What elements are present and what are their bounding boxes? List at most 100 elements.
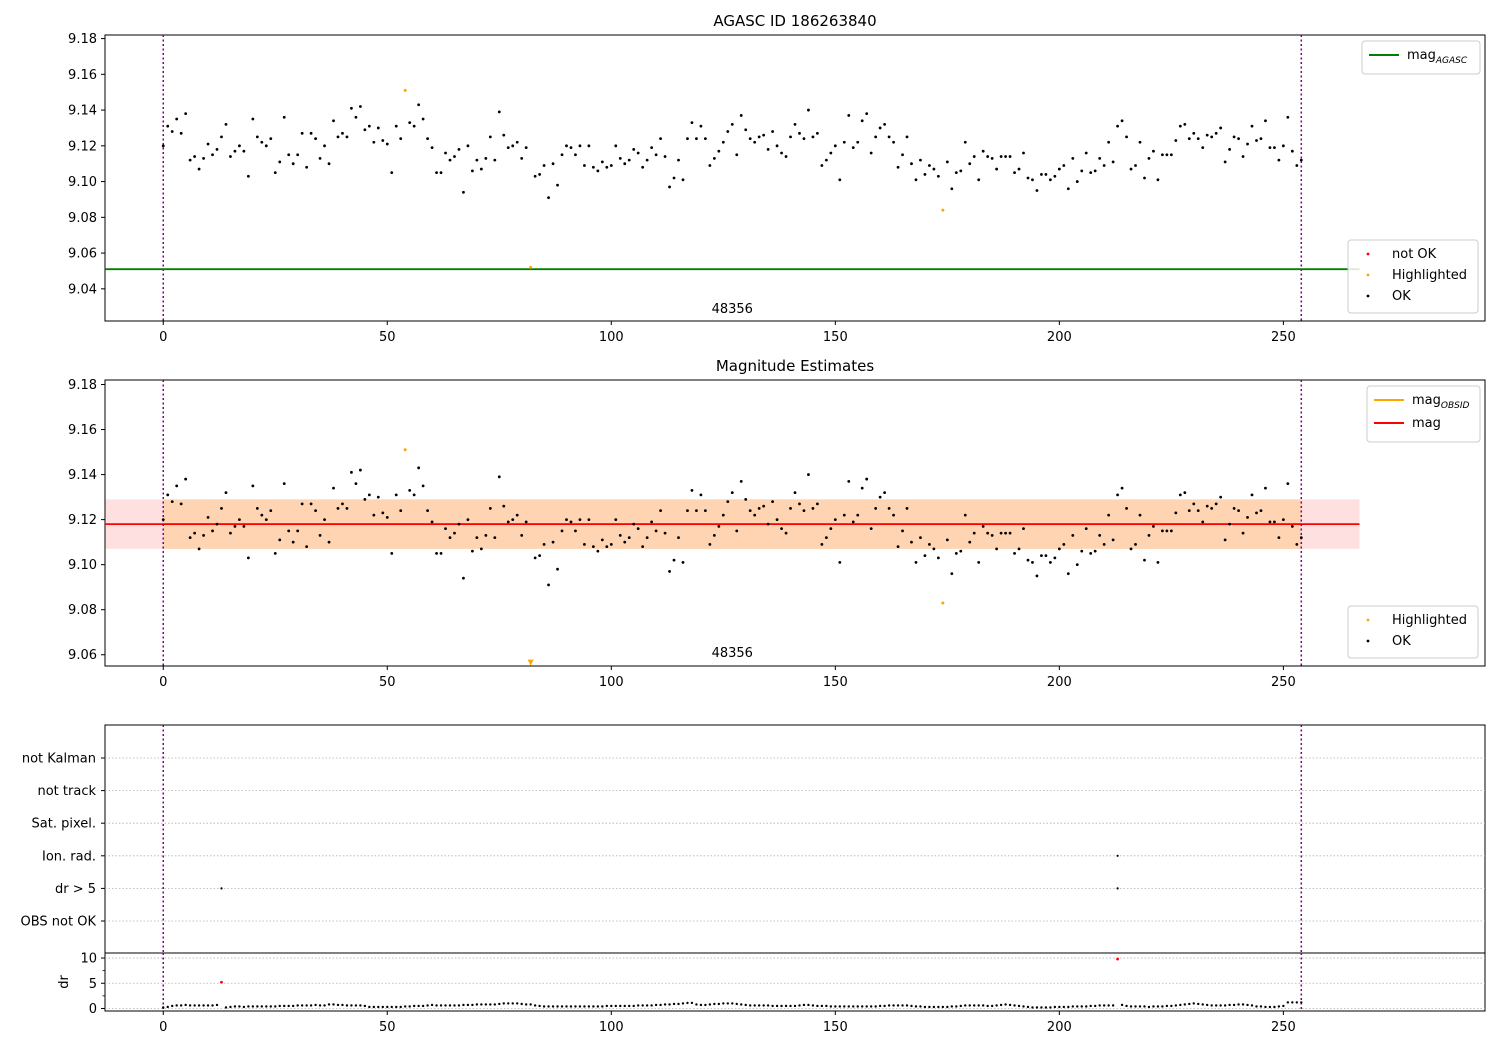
ok-point <box>479 547 483 551</box>
ok-point <box>1138 513 1142 517</box>
dr-point <box>825 1004 828 1008</box>
dr-point <box>847 1005 850 1008</box>
ok-point <box>273 552 277 555</box>
ok-point <box>479 167 483 171</box>
ok-point <box>641 545 645 549</box>
x-tick-label: 0 <box>159 1020 167 1035</box>
ok-point <box>591 165 595 169</box>
ok-point <box>314 509 317 513</box>
ok-point <box>1259 137 1263 141</box>
ok-point <box>1080 169 1084 173</box>
dr-point <box>1206 1003 1209 1007</box>
dr-point <box>448 1004 452 1007</box>
dr-point <box>305 1004 308 1007</box>
dr-point <box>520 1002 523 1006</box>
y-tick-label: 9.12 <box>68 139 97 154</box>
ok-point <box>614 144 618 148</box>
dr-point <box>399 1005 402 1009</box>
ok-point <box>650 520 654 524</box>
legend-point-swatch <box>1366 252 1370 256</box>
legend-line-label: magOBSID <box>1412 393 1470 411</box>
flag-category-label: not track <box>37 784 96 799</box>
ok-point <box>215 522 219 526</box>
ok-point <box>1152 149 1155 153</box>
ok-point <box>775 144 779 148</box>
ok-point <box>1290 524 1294 528</box>
ok-point <box>1134 542 1137 546</box>
dr-point <box>1147 1005 1151 1009</box>
flag-category-label: dr > 5 <box>55 882 96 897</box>
dr-point <box>910 1004 913 1008</box>
ok-point <box>238 144 241 148</box>
dr-point <box>829 1005 833 1008</box>
ok-point <box>345 135 349 139</box>
dr-point <box>928 1005 931 1009</box>
ok-point <box>681 178 685 182</box>
ok-point <box>753 140 757 144</box>
dr-point <box>973 1004 976 1007</box>
ok-point <box>1089 552 1093 555</box>
ok-point <box>332 486 335 490</box>
dr-point <box>1250 1004 1254 1007</box>
dr-point <box>1300 1001 1303 1004</box>
ok-point <box>968 540 972 544</box>
x-tick-label: 150 <box>823 330 848 345</box>
ok-point <box>807 108 810 112</box>
ok-point <box>901 153 904 157</box>
ok-point <box>1237 137 1240 141</box>
ok-point <box>318 156 322 160</box>
y-tick-label: 9.08 <box>68 211 97 226</box>
ok-point <box>475 536 479 540</box>
ok-point <box>287 529 291 533</box>
ok-point <box>883 122 887 126</box>
dr-point <box>439 1004 443 1007</box>
dr-point <box>964 1004 967 1007</box>
ok-point <box>1053 556 1057 560</box>
dr-outlier-point <box>220 980 223 984</box>
ok-point <box>668 570 671 573</box>
ok-point <box>211 529 214 533</box>
ok-point <box>833 518 837 522</box>
ok-point <box>412 493 416 497</box>
ok-point <box>945 538 949 542</box>
y-tick-label: 9.08 <box>68 603 97 618</box>
ok-point <box>874 506 878 510</box>
ok-point <box>820 164 824 167</box>
ok-point <box>515 140 519 144</box>
dr-point <box>592 1005 595 1008</box>
dr-point <box>1035 1006 1039 1009</box>
ok-point <box>430 146 434 150</box>
dr-point <box>708 1003 712 1006</box>
ok-point <box>744 497 748 501</box>
ok-point <box>695 509 698 513</box>
dr-point <box>1197 1002 1200 1006</box>
ok-point <box>1183 122 1187 126</box>
ok-point <box>829 527 833 531</box>
ok-point <box>551 540 555 544</box>
ok-point <box>721 140 725 144</box>
ok-point <box>659 509 662 513</box>
dr-point <box>395 1005 398 1009</box>
dr-point <box>820 1004 824 1008</box>
ok-point <box>1286 115 1290 119</box>
ok-point <box>614 518 618 522</box>
ok-point <box>636 527 640 531</box>
ok-point <box>990 533 994 537</box>
ok-point <box>712 156 716 160</box>
dr-point <box>722 1002 725 1005</box>
ok-point <box>1062 542 1066 546</box>
ok-point <box>932 167 936 171</box>
ok-point <box>376 495 380 499</box>
ok-point <box>1232 506 1236 510</box>
ok-point <box>327 540 331 544</box>
dr-point <box>193 1004 196 1007</box>
ok-point <box>1125 506 1128 510</box>
ok-point <box>1205 504 1209 508</box>
ok-point <box>161 518 165 522</box>
dr-point <box>533 1004 537 1007</box>
ok-point <box>789 506 792 510</box>
obsid-label: 48356 <box>712 302 753 317</box>
dr-point <box>453 1004 456 1007</box>
legend-line-text: mag <box>1412 416 1441 431</box>
ok-point <box>260 140 264 144</box>
